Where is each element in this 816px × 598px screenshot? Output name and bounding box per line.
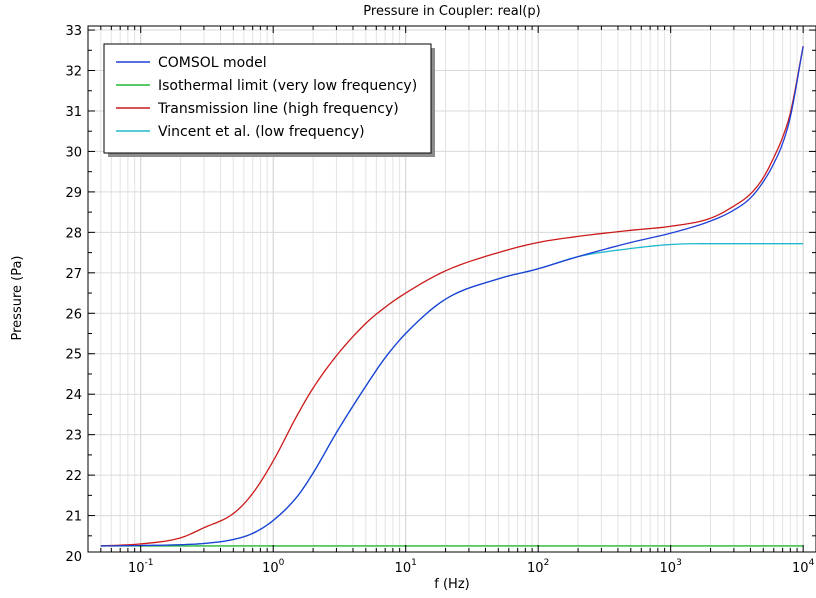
axis-ticks: 20 21 22 23 24 25 26 27 28 29 30 31 32 33 10-1 100 101 10… [65,24,816,576]
y-tick-label: 25 [65,348,82,363]
y-tick-label: 20 [65,550,82,565]
y-tick-label: 31 [65,105,82,120]
legend-entries: COMSOL model Isothermal limit (very low f… [116,55,417,140]
series-line-3 [100,46,804,547]
x-tick-label: 103 [660,558,682,576]
series-line-4 [100,243,804,547]
x-tick-label: 100 [262,558,285,576]
chart-title: Pressure in Coupler: real(p) [363,4,540,19]
y-tick-label: 26 [65,307,82,322]
x-tick-label: 104 [792,558,815,576]
plot-area-frame [87,25,816,553]
y-tick-label: 23 [65,429,82,444]
y-tick-label: 27 [65,267,82,282]
y-tick-label: 21 [65,510,82,525]
y-tick-label: 29 [65,186,82,201]
legend: COMSOL model Isothermal limit (very low f… [103,43,435,157]
y-tick-label: 28 [65,226,82,241]
y-tick-label: 33 [65,24,82,39]
series-line-1 [100,46,804,547]
x-tick-label: 10-1 [128,558,154,576]
x-tick-label: 101 [395,558,417,576]
legend-label-3: Transmission line (high frequency) [157,101,399,117]
y-tick-label: 24 [65,388,82,403]
x-axis-label: f (Hz) [434,577,469,592]
legend-box [103,43,432,154]
y-tick-label: 22 [65,469,82,484]
x-tick-label: 102 [527,558,549,576]
legend-label-4: Vincent et al. (low frequency) [158,124,365,140]
y-tick-label: 32 [65,65,82,80]
y-axis-label: Pressure (Pa) [10,255,25,340]
legend-label-1: COMSOL model [158,55,267,71]
data-series [100,46,804,547]
legend-label-2: Isothermal limit (very low frequency) [158,78,417,94]
y-tick-label: 30 [65,145,82,160]
